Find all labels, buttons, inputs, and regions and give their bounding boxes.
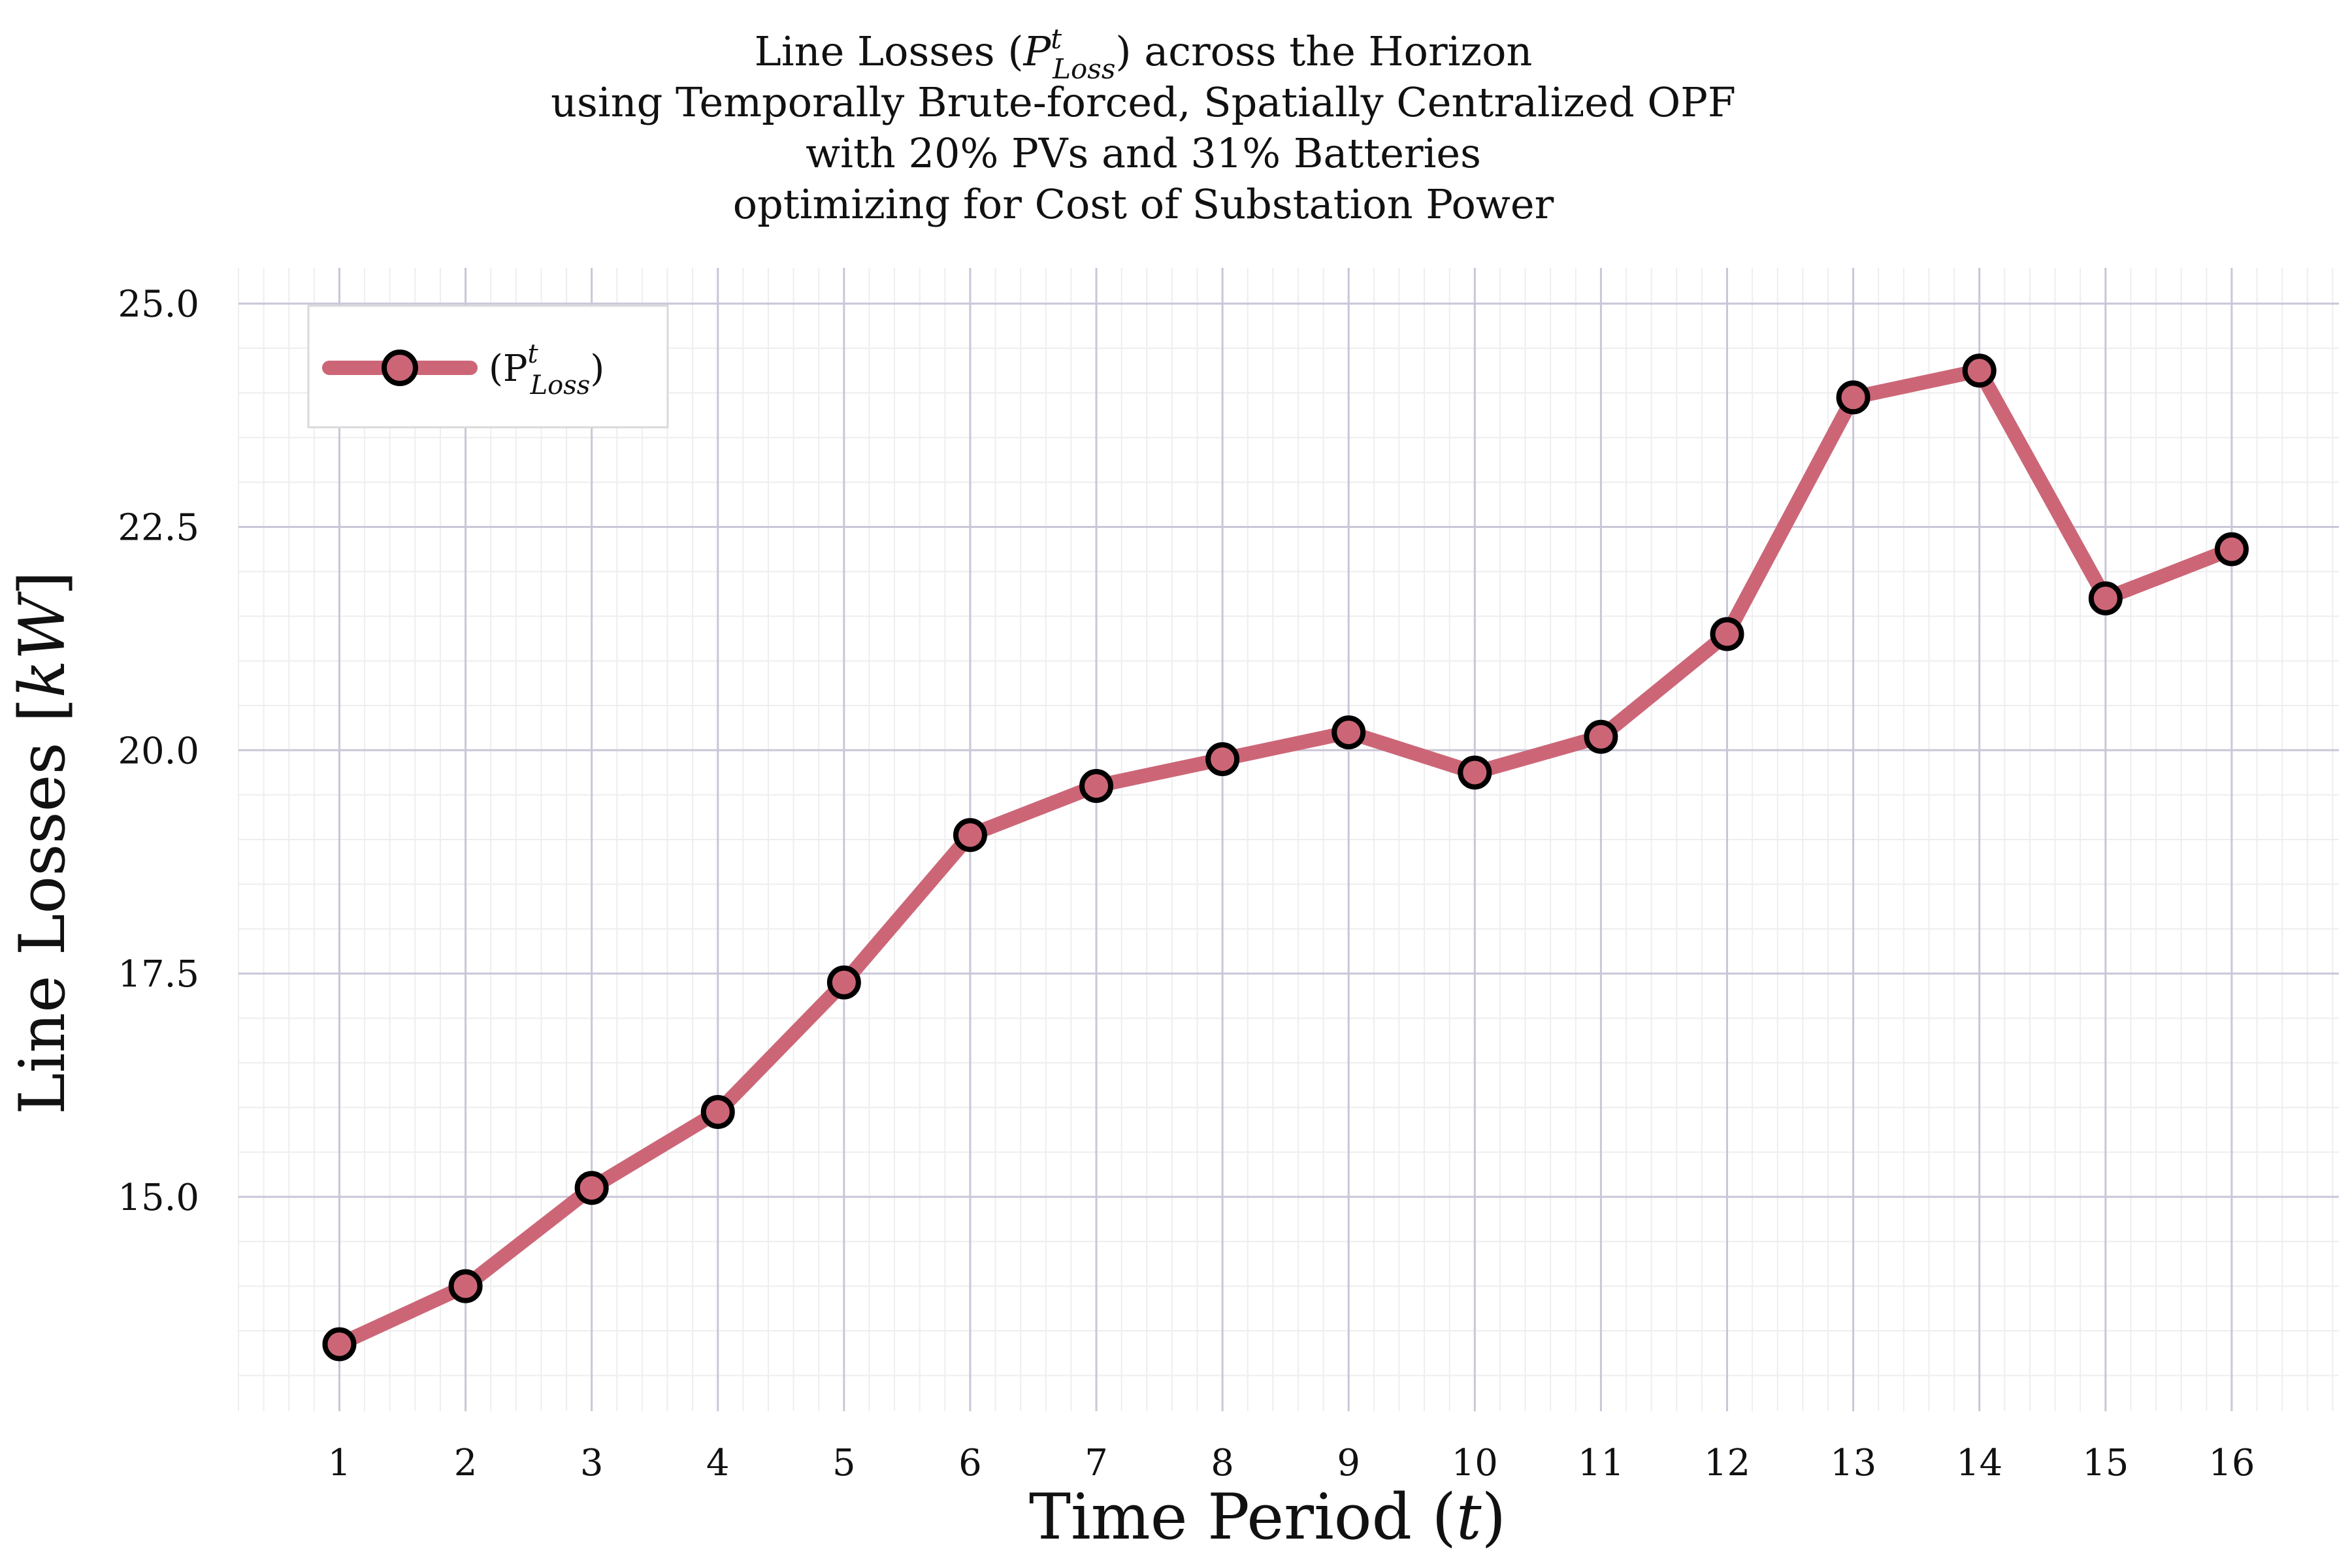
legend-label: (Pt Loss) <box>489 339 604 400</box>
title-line-1: Line Losses (Pt Loss) across the Horizon <box>755 23 1533 85</box>
y-axis-label-unit: kW <box>6 591 79 698</box>
chart-title: Line Losses (Pt Loss) across the Horizon … <box>551 23 1736 228</box>
x-tick-label: 6 <box>958 1442 982 1484</box>
title-line-2: using Temporally Brute-forced, Spatially… <box>551 78 1736 126</box>
data-point-marker <box>1962 353 1997 388</box>
y-tick-label: 15.0 <box>118 1177 199 1219</box>
title-line-3: with 20% PVs and 31% Batteries <box>806 129 1481 177</box>
y-tick-label: 22.5 <box>118 506 199 549</box>
x-tick-label: 3 <box>580 1442 604 1484</box>
title-line-4: optimizing for Cost of Substation Power <box>733 180 1554 228</box>
x-tick-label: 16 <box>2208 1442 2255 1484</box>
data-point-marker <box>826 965 861 1000</box>
x-tick-label: 4 <box>706 1442 730 1484</box>
x-tick-label: 13 <box>1830 1442 1876 1484</box>
data-point-marker <box>2214 532 2249 566</box>
data-point-marker <box>574 1171 609 1205</box>
data-point-marker <box>322 1327 357 1362</box>
major-grid <box>238 268 2339 1411</box>
data-point-marker <box>700 1094 735 1129</box>
y-tick-label: 20.0 <box>118 730 199 772</box>
data-point-marker <box>1205 742 1240 776</box>
y-tick-label: 17.5 <box>118 953 199 996</box>
title-math-suffix: ) across the Horizon <box>1115 27 1532 75</box>
legend-label-sup: t <box>528 339 539 369</box>
y-tick-label: 25.0 <box>118 284 199 326</box>
series-layer <box>322 353 2249 1362</box>
data-point-marker <box>448 1269 483 1303</box>
x-tick-label: 8 <box>1211 1442 1234 1484</box>
data-point-marker <box>1710 617 1744 651</box>
data-point-marker <box>1584 719 1618 754</box>
y-axis-label-text: Line Losses [ <box>6 698 79 1115</box>
x-tick-labels: 1 2 3 4 5 6 7 8 9 10 11 12 13 14 15 16 <box>328 1442 2255 1484</box>
x-tick-label: 14 <box>1956 1442 2002 1484</box>
legend-label-prefix: (P <box>489 348 528 390</box>
x-tick-label: 12 <box>1704 1442 1750 1484</box>
x-tick-label: 2 <box>454 1442 478 1484</box>
data-point-marker <box>1331 715 1366 749</box>
data-point-marker <box>1079 768 1114 803</box>
y-axis-label-close: ] <box>6 571 79 595</box>
x-tick-label: 7 <box>1085 1442 1108 1484</box>
x-tick-label: 15 <box>2082 1442 2129 1484</box>
data-point-marker <box>953 818 987 853</box>
title-math-base: P <box>1023 27 1052 75</box>
y-tick-labels: 15.0 17.5 20.0 22.5 25.0 <box>118 284 199 1219</box>
legend-label-suffix: ) <box>590 348 604 390</box>
series-line <box>332 363 2239 1352</box>
x-tick-label: 9 <box>1337 1442 1360 1484</box>
legend: (Pt Loss) <box>307 304 669 429</box>
title-line-1-prefix: Line Losses ( <box>755 27 1024 75</box>
legend-label-sub: Loss <box>530 370 591 400</box>
data-point-marker <box>1836 380 1870 415</box>
title-math-sup: t <box>1051 23 1062 55</box>
title-math-sub: Loss <box>1052 53 1115 85</box>
x-axis-label-close: ) <box>1482 1480 1506 1554</box>
x-tick-label: 11 <box>1578 1442 1624 1484</box>
data-point-marker <box>1458 755 1492 790</box>
x-axis-label-var: t <box>1456 1480 1482 1554</box>
x-axis-label-text: Time Period ( <box>1029 1480 1456 1554</box>
x-tick-label: 1 <box>328 1442 351 1484</box>
data-point-marker <box>2088 581 2123 615</box>
legend-marker-swatch <box>382 350 418 386</box>
x-axis-label: Time Period (t) <box>1029 1480 1506 1554</box>
x-tick-label: 5 <box>832 1442 856 1484</box>
x-tick-label: 10 <box>1452 1442 1498 1484</box>
y-axis-label: Line Losses [kW] <box>6 571 79 1115</box>
